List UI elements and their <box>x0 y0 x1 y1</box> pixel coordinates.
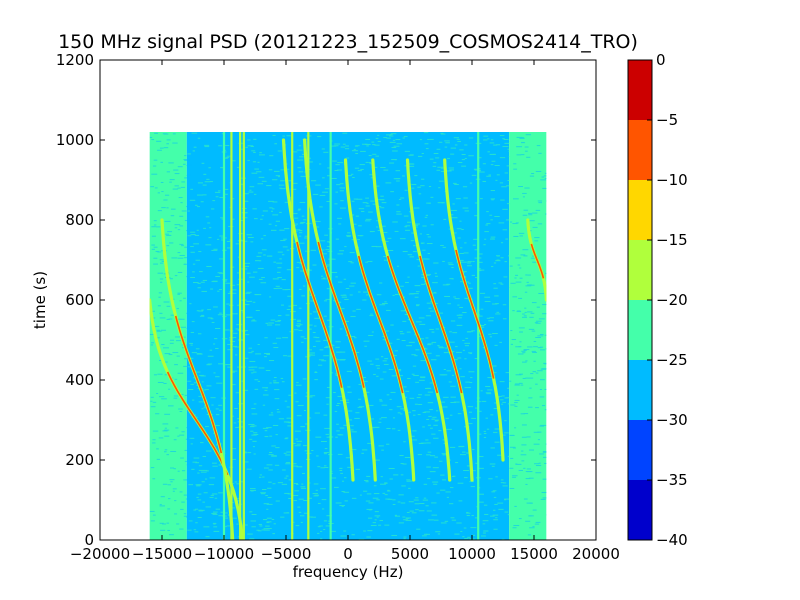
colorbar-segment <box>628 120 652 180</box>
y-tick-label: 1000 <box>56 131 94 149</box>
x-axis-label: frequency (Hz) <box>293 563 404 581</box>
x-tick-label: −5000 <box>261 545 312 563</box>
y-tick-label: 0 <box>84 531 94 549</box>
doppler-curve-1 <box>160 218 235 540</box>
x-tick-label: −20000 <box>70 545 130 563</box>
doppler-curve-5 <box>371 158 452 482</box>
colorbar-segment <box>628 300 652 360</box>
y-tick-label: 200 <box>65 451 94 469</box>
doppler-curve-6 <box>405 158 474 482</box>
doppler-curve-4 <box>343 158 416 482</box>
colorbar-tick-label: −15 <box>656 231 688 249</box>
y-tick-label: 400 <box>65 371 94 389</box>
colorbar-tick-label: 0 <box>656 51 666 69</box>
x-tick-label: −15000 <box>132 545 192 563</box>
chart-title: 150 MHz signal PSD (20121223_152509_COSM… <box>58 31 638 53</box>
doppler-curve-3 <box>303 138 377 482</box>
x-tick-label: 0 <box>343 545 353 563</box>
colorbar-tick-label: −25 <box>656 351 688 369</box>
spectrogram-heatmap <box>149 132 547 540</box>
colorbar-tick-label: −35 <box>656 471 688 489</box>
x-tick-label: −10000 <box>194 545 254 563</box>
doppler-curve-8 <box>526 218 547 302</box>
colorbar-segment <box>628 360 652 420</box>
doppler-curve-0 <box>149 298 245 540</box>
y-axis-ticks: 0 200 400 600 800 1000 1200 <box>56 51 596 549</box>
doppler-curve-2 <box>281 138 355 482</box>
colorbar-tick-label: −30 <box>656 411 688 429</box>
colorbar-segment <box>628 480 652 540</box>
y-tick-label: 800 <box>65 211 94 229</box>
plot-area: −20000 −15000 −10000 −5000 0 5000 10000 15000 20… <box>56 51 620 563</box>
y-axis-label: time (s) <box>31 271 49 329</box>
colorbar-segment <box>628 60 652 120</box>
colorbar-tick-label: −10 <box>656 171 688 189</box>
doppler-curve-7 <box>443 158 505 462</box>
colorbar: −40 −35 −30 −25 −20 −15 −10 −5 0 <box>627 51 688 549</box>
colorbar-tick-label: −5 <box>656 111 678 129</box>
x-tick-label: 10000 <box>448 545 496 563</box>
colorbar-segment <box>628 420 652 480</box>
x-tick-label: 20000 <box>572 545 620 563</box>
colorbar-tick-label: −40 <box>656 531 688 549</box>
y-tick-label: 1200 <box>56 51 94 69</box>
y-tick-label: 600 <box>65 291 94 309</box>
colorbar-segment <box>628 180 652 240</box>
x-tick-label: 5000 <box>391 545 429 563</box>
x-tick-label: 15000 <box>510 545 558 563</box>
colorbar-tick-label: −20 <box>656 291 688 309</box>
colorbar-segment <box>628 240 652 300</box>
x-axis-ticks: −20000 −15000 −10000 −5000 0 5000 10000 15000 20… <box>70 60 620 563</box>
